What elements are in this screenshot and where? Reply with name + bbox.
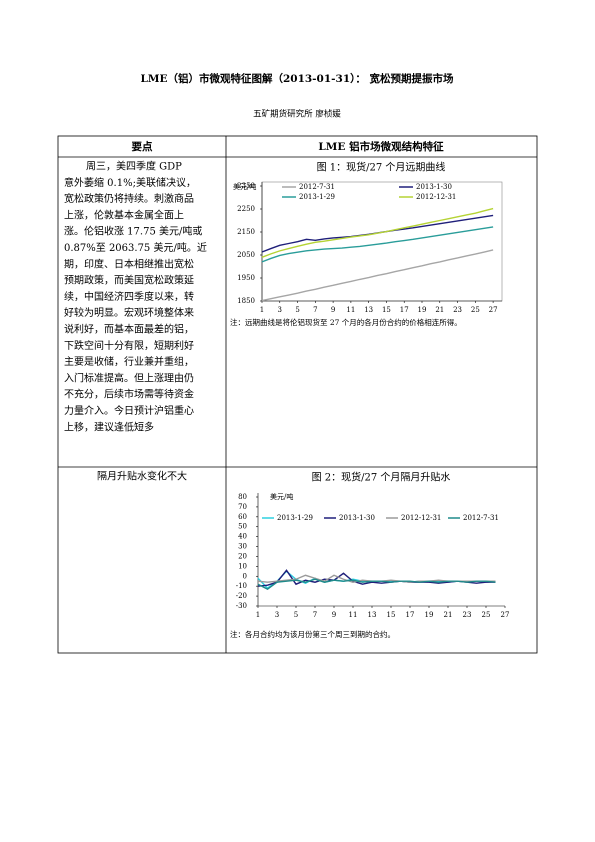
summary-line: 下跌空间十分有限，短期利好 — [64, 339, 194, 352]
x-tick-label: 7 — [313, 306, 317, 314]
x-tick-label: 25 — [482, 611, 491, 619]
summary-line: 上涨，伦敦基本金属全面上 — [64, 208, 184, 221]
summary-line: 预期政策，而美国宽松政策延 — [64, 274, 194, 287]
summary-line: 入门标准提高。但上涨理由仍 — [64, 371, 194, 384]
table-border — [57, 135, 538, 654]
chart-title: 图 2：现货/27 个月隔月升贴水 — [312, 471, 451, 484]
y-tick-label: 30 — [238, 543, 247, 551]
x-tick-label: 9 — [332, 611, 336, 619]
y-tick-label: 10 — [238, 562, 247, 570]
series-line — [261, 249, 494, 302]
y-tick-label: 2050 — [237, 251, 255, 259]
y-tick-label: 80 — [238, 493, 247, 501]
y-tick-label: 40 — [238, 533, 247, 541]
legend-label: 2013-1-29 — [299, 193, 335, 201]
y-tick-label: 50 — [238, 523, 247, 531]
chart-note: 注：各月合约均为该月份第三个周三到期的合约。 — [230, 629, 395, 639]
summary-line: 力量介入。今日预计沪铝重心 — [64, 404, 194, 417]
chart-title: 图 1：现货/27 个月远期曲线 — [317, 161, 446, 174]
summary-line: 隔月升贴水变化不大 — [97, 470, 187, 483]
series-line — [261, 207, 494, 258]
summary-line: 上移，建议逢低短多 — [64, 420, 154, 433]
summary-line: 涨。伦铝收涨 17.75 美元/吨或 — [64, 225, 202, 238]
y-tick-label: 60 — [238, 513, 247, 521]
summary-line: 主要是收储，行业兼并重组， — [64, 355, 194, 368]
y-tick-label: 2250 — [237, 205, 255, 213]
summary-line: 不充分，后续市场需等待资金 — [64, 388, 194, 401]
x-tick-label: 23 — [463, 611, 472, 619]
x-tick-label: 17 — [400, 306, 409, 314]
y-tick-label: 0 — [243, 572, 247, 580]
chart-note: 注：远期曲线是将伦铝现货至 27 个月的各月份合约的价格相连所得。 — [230, 317, 462, 327]
doc-title: LME（铝）市微观特征图解（2013-01-31）： 宽松预期提振市场 — [140, 72, 454, 85]
x-tick-label: 17 — [406, 611, 415, 619]
x-tick-label: 27 — [501, 611, 510, 619]
x-tick-label: 23 — [453, 306, 462, 314]
y-tick-label: 1950 — [237, 274, 255, 282]
y-tick-label: 2150 — [237, 228, 255, 236]
series-line — [257, 578, 496, 590]
y-axis-unit: 美元/吨 — [270, 492, 293, 501]
summary-line: 续，中国经济四季度以来，转 — [64, 290, 194, 303]
x-tick-label: 27 — [489, 306, 498, 314]
y-tick-label: -20 — [236, 592, 247, 600]
x-tick-label: 19 — [418, 306, 427, 314]
x-tick-label: 15 — [387, 611, 396, 619]
y-axis-unit: 美元/吨 — [233, 182, 256, 191]
y-tick-label: 1850 — [237, 297, 255, 305]
x-tick-label: 3 — [275, 611, 279, 619]
table-grid — [57, 135, 538, 654]
legend-label: 2012-7-31 — [463, 514, 499, 522]
x-tick-label: 7 — [313, 611, 317, 619]
x-tick-label: 13 — [368, 611, 377, 619]
x-tick-label: 5 — [294, 611, 298, 619]
legend-label: 2012-12-31 — [416, 193, 456, 201]
col-header: LME 铝市场微观结构特征 — [318, 140, 444, 153]
y-tick-label: 70 — [238, 503, 247, 511]
summary-line: 周三，美四季度 GDP — [86, 160, 182, 173]
x-tick-label: 9 — [331, 306, 335, 314]
y-tick-label: 20 — [238, 552, 247, 560]
legend-label: 2012-7-31 — [299, 183, 335, 191]
summary-line: 说利好，而基本面最差的铝， — [64, 323, 194, 336]
x-tick-label: 13 — [364, 306, 373, 314]
x-tick-label: 1 — [260, 306, 264, 314]
summary-line: 意外萎缩 0.1%;美联储决议， — [64, 176, 196, 189]
summary-line: 宽松政策仍将持续。刺激商品 — [64, 192, 194, 205]
y-tick-label: -10 — [236, 582, 247, 590]
y-tick-label: -30 — [236, 602, 247, 610]
legend-label: 2013-1-30 — [339, 514, 375, 522]
x-tick-label: 19 — [425, 611, 434, 619]
legend-label: 2012-12-31 — [401, 514, 441, 522]
y-tick-label: 2350 — [237, 182, 255, 190]
series-line — [261, 226, 494, 263]
x-tick-label: 5 — [295, 306, 299, 314]
col-header: 要点 — [132, 140, 153, 153]
x-tick-label: 11 — [346, 306, 355, 314]
x-tick-label: 21 — [444, 611, 453, 619]
summary-line: 0.87%至 2063.75 美元/吨。近 — [64, 241, 207, 254]
x-tick-label: 3 — [278, 306, 282, 314]
legend-label: 2013-1-29 — [277, 514, 313, 522]
x-tick-label: 15 — [382, 306, 391, 314]
summary-line: 好较为明显。宏观环境整体来 — [64, 306, 194, 319]
x-tick-label: 21 — [435, 306, 444, 314]
x-tick-label: 1 — [256, 611, 260, 619]
x-tick-label: 11 — [349, 611, 358, 619]
legend-label: 2013-1-30 — [416, 183, 452, 191]
doc-author: 五矿期货研究所 廖桢媛 — [253, 109, 341, 120]
summary-line: 期，印度、日本相继推出宽松 — [64, 257, 194, 270]
x-tick-label: 25 — [471, 306, 480, 314]
